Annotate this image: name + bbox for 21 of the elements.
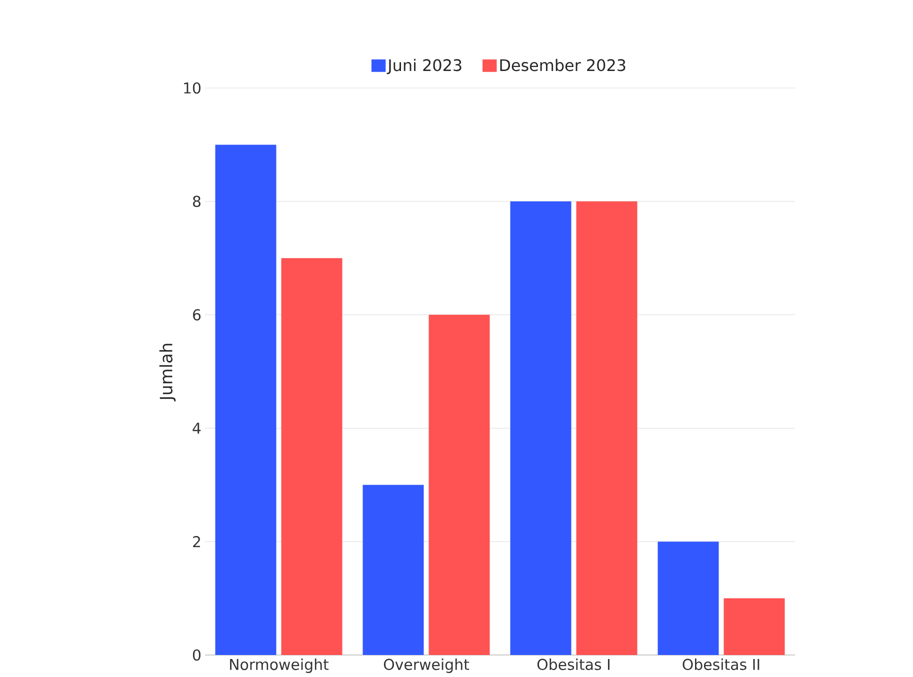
bar <box>281 258 342 655</box>
bar <box>428 314 490 655</box>
bar <box>215 144 276 655</box>
bar <box>576 201 638 655</box>
y-tick-label: 10 <box>184 82 200 94</box>
y-tick-label: 8 <box>192 196 200 208</box>
legend-label: Juni 2023 <box>386 58 462 74</box>
x-tick-label: Overweight <box>384 658 470 673</box>
legend-label: Desember 2023 <box>500 58 626 72</box>
bar <box>362 484 424 655</box>
y-tick-label: 6 <box>193 309 201 320</box>
y-tick-label: 2 <box>193 536 200 548</box>
x-tick-label: Obesitas I <box>537 658 610 670</box>
y-tick-label: 4 <box>192 422 201 434</box>
x-tick-label: Normoweight <box>230 658 329 673</box>
bar <box>510 201 572 655</box>
y-tick-label: 0 <box>192 649 200 661</box>
y-axis-title: Jumlah <box>159 344 176 402</box>
bar <box>658 542 719 655</box>
bar <box>724 598 785 655</box>
x-tick-label: Obesitas II <box>682 658 760 670</box>
